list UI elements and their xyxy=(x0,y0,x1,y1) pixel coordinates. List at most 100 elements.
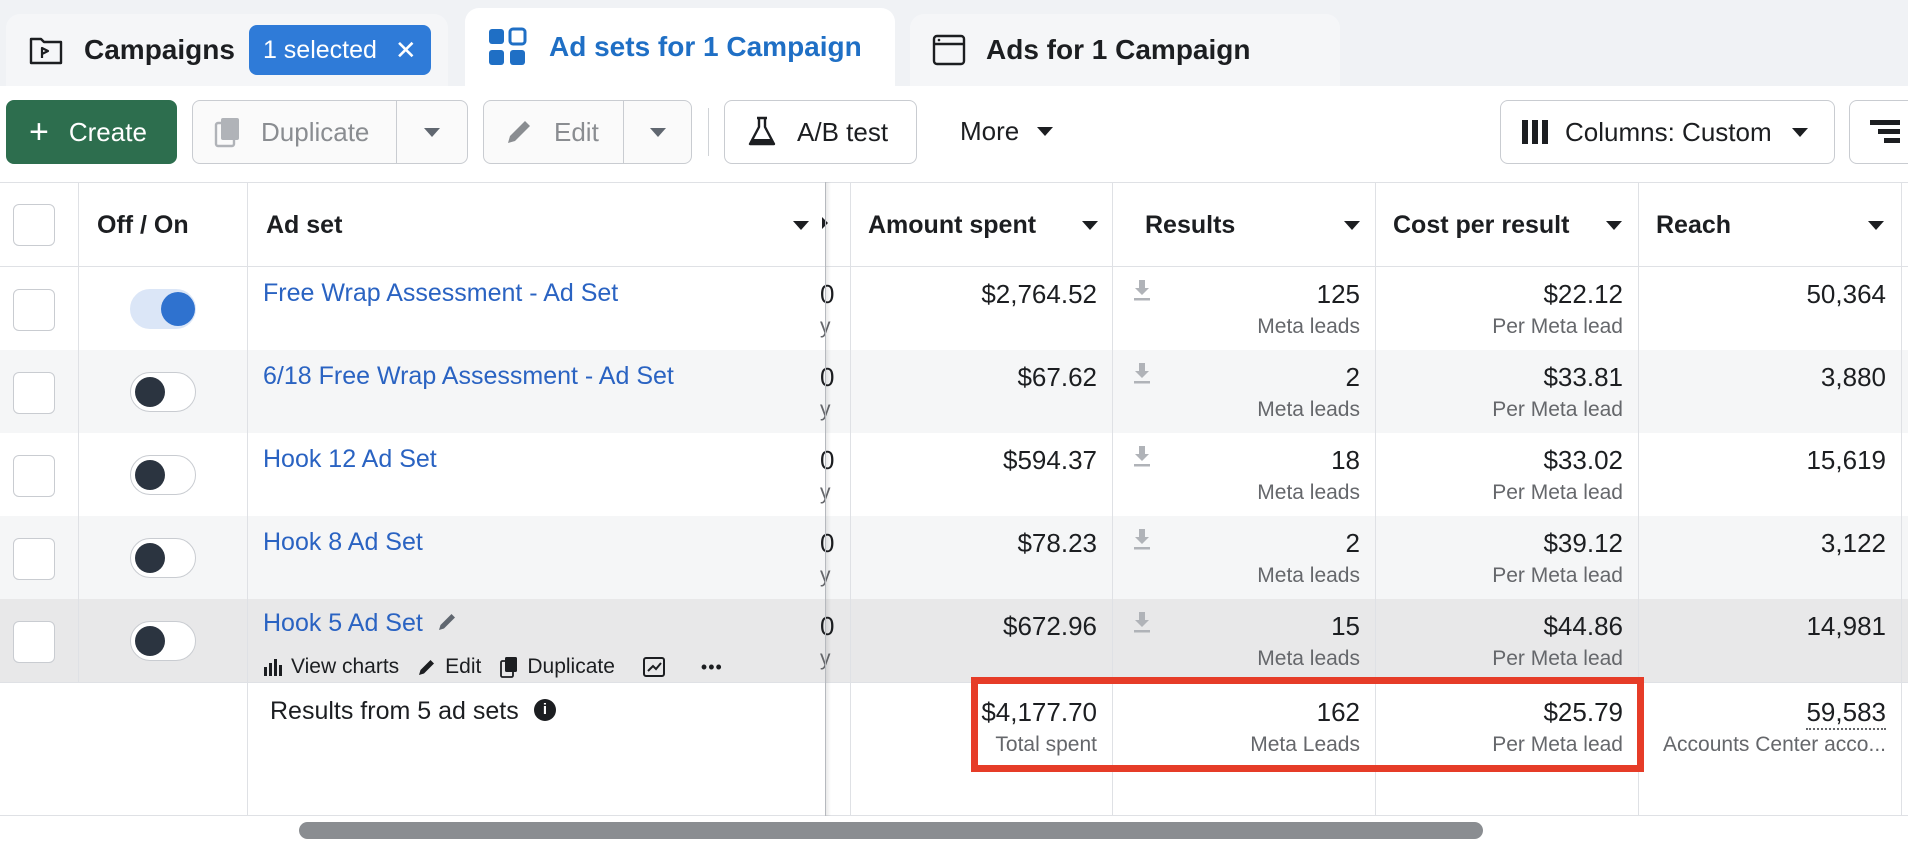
pencil-icon xyxy=(508,121,530,143)
pencil-icon[interactable] xyxy=(436,611,458,633)
clipped-value: 0 xyxy=(820,445,834,476)
horizontal-scrollbar[interactable] xyxy=(299,822,1483,839)
summary-reach[interactable]: 59,583 xyxy=(1806,697,1886,730)
grid-icon xyxy=(489,27,527,65)
chevron-down-icon[interactable] xyxy=(650,127,666,137)
row-checkbox[interactable] xyxy=(13,538,55,580)
duplicate-label: Duplicate xyxy=(261,116,370,147)
row-checkbox[interactable] xyxy=(13,289,55,331)
more-options-icon[interactable]: ••• xyxy=(700,656,723,677)
cost-per-result: $22.12 xyxy=(1543,279,1623,309)
columns-icon xyxy=(1522,120,1548,144)
ab-test-button[interactable]: A/B test xyxy=(724,100,917,164)
tab-ads[interactable]: Ads for 1 Campaign xyxy=(910,14,1340,86)
duplicate-button[interactable]: Duplicate xyxy=(192,100,468,164)
row-toggle[interactable] xyxy=(130,538,196,578)
summary-results-sub: Meta Leads xyxy=(1250,733,1360,756)
results-sub: Meta leads xyxy=(1257,564,1360,587)
row-checkbox[interactable] xyxy=(13,621,55,663)
clipped-value: 0 xyxy=(820,362,834,393)
ab-test-label: A/B test xyxy=(797,116,889,147)
more-button[interactable]: More xyxy=(960,116,1054,147)
cost-per-result-sub: Per Meta lead xyxy=(1492,647,1623,670)
download-icon xyxy=(1134,529,1150,550)
chevron-down-icon[interactable] xyxy=(1606,221,1622,230)
reach-value: 15,619 xyxy=(1806,445,1886,475)
edit-button[interactable]: Edit xyxy=(483,100,692,164)
ad-set-name-link[interactable]: Hook 8 Ad Set xyxy=(263,528,423,556)
chevron-down-icon[interactable] xyxy=(1082,221,1098,230)
header-off-on: Off / On xyxy=(97,211,189,239)
tab-campaigns[interactable]: Campaigns 1 selected ✕ xyxy=(6,14,448,86)
info-icon[interactable]: i xyxy=(534,699,556,721)
create-button[interactable]: + Create xyxy=(6,100,177,164)
cost-per-result: $33.81 xyxy=(1543,362,1623,392)
summary-cost-per-result-sub: Per Meta lead xyxy=(1492,733,1623,756)
header-cost-per-result[interactable]: Cost per result xyxy=(1393,211,1570,239)
breakdown-button[interactable] xyxy=(1849,100,1908,164)
chevron-down-icon[interactable] xyxy=(1344,221,1360,230)
header-ad-set[interactable]: Ad set xyxy=(266,211,343,239)
cost-per-result-sub: Per Meta lead xyxy=(1492,481,1623,504)
chevron-down-icon[interactable] xyxy=(1868,221,1884,230)
plus-icon: + xyxy=(29,113,49,151)
ad-set-name-link[interactable]: Hook 12 Ad Set xyxy=(263,445,437,473)
cost-per-result-sub: Per Meta lead xyxy=(1492,564,1623,587)
duplicate-icon xyxy=(500,657,518,678)
ad-set-name-link[interactable]: Free Wrap Assessment - Ad Set xyxy=(263,279,619,307)
summary-label: Results from 5 ad sets xyxy=(270,697,519,725)
row-toggle[interactable] xyxy=(130,289,196,329)
external-chart-icon[interactable] xyxy=(642,657,665,677)
summary-reach-sub: Accounts Center acco... xyxy=(1663,733,1886,756)
pencil-icon xyxy=(419,660,435,675)
amount-spent: $594.37 xyxy=(1003,445,1097,475)
selected-pill[interactable]: 1 selected ✕ xyxy=(248,25,431,75)
close-icon[interactable]: ✕ xyxy=(394,35,417,65)
clipped-value: 0 xyxy=(820,279,834,310)
frozen-column-shadow xyxy=(825,182,831,816)
row-checkbox[interactable] xyxy=(13,372,55,414)
chevron-down-icon xyxy=(1792,127,1808,137)
row-checkbox[interactable] xyxy=(13,455,55,497)
row-actions: View charts Edit Duplicate ••• xyxy=(263,655,723,679)
table-row[interactable]: Hook 8 Ad Set 0 y $78.23 2 Meta leads $3… xyxy=(0,516,1908,599)
table-row[interactable]: 6/18 Free Wrap Assessment - Ad Set 0 y $… xyxy=(0,350,1908,433)
table-row[interactable]: Hook 5 Ad Set View charts Edit Duplicate… xyxy=(0,599,1908,682)
row-toggle[interactable] xyxy=(130,455,196,495)
ad-sets-table: Off / On Ad set Amount spent Results Cos… xyxy=(0,182,1908,816)
amount-spent: $78.23 xyxy=(1017,528,1097,558)
ad-set-name-link[interactable]: 6/18 Free Wrap Assessment - Ad Set xyxy=(263,362,674,390)
columns-button[interactable]: Columns: Custom xyxy=(1500,100,1835,164)
amount-spent: $2,764.52 xyxy=(981,279,1097,309)
columns-label: Columns: Custom xyxy=(1565,116,1772,147)
view-charts-link[interactable]: View charts xyxy=(291,655,400,678)
results-sub: Meta leads xyxy=(1257,398,1360,421)
bar-chart-icon xyxy=(264,659,282,676)
select-all-checkbox[interactable] xyxy=(13,204,55,246)
tab-bar: Campaigns 1 selected ✕ Ad sets for 1 Cam… xyxy=(0,0,1908,86)
chevron-down-icon[interactable] xyxy=(424,127,440,137)
chevron-down-icon[interactable] xyxy=(793,221,809,230)
download-icon xyxy=(1134,280,1150,301)
header-amount-spent[interactable]: Amount spent xyxy=(868,211,1037,239)
header-reach[interactable]: Reach xyxy=(1656,211,1732,239)
results-value: 2 xyxy=(1345,528,1360,558)
cost-per-result: $44.86 xyxy=(1543,611,1623,641)
ad-set-name-link[interactable]: Hook 5 Ad Set xyxy=(263,609,423,637)
highlight-box xyxy=(971,677,1644,772)
table-row[interactable]: Hook 12 Ad Set 0 y $594.37 18 Meta leads… xyxy=(0,433,1908,516)
results-value: 125 xyxy=(1316,279,1360,309)
row-edit-link[interactable]: Edit xyxy=(445,655,482,678)
row-toggle[interactable] xyxy=(130,372,196,412)
download-icon xyxy=(1134,446,1150,467)
table-row[interactable]: Free Wrap Assessment - Ad Set 0 y $2,764… xyxy=(0,267,1908,350)
results-value: 15 xyxy=(1331,611,1360,641)
more-label: More xyxy=(960,116,1020,146)
row-toggle[interactable] xyxy=(130,621,196,661)
tab-ad-sets-label: Ad sets for 1 Campaign xyxy=(549,31,862,62)
header-results[interactable]: Results xyxy=(1145,211,1236,239)
toolbar: + Create Duplicate Edit A/B test More Co… xyxy=(0,86,1908,182)
row-duplicate-link[interactable]: Duplicate xyxy=(527,655,615,678)
tab-ad-sets[interactable]: Ad sets for 1 Campaign xyxy=(465,8,895,86)
breakdown-icon xyxy=(1870,120,1900,143)
